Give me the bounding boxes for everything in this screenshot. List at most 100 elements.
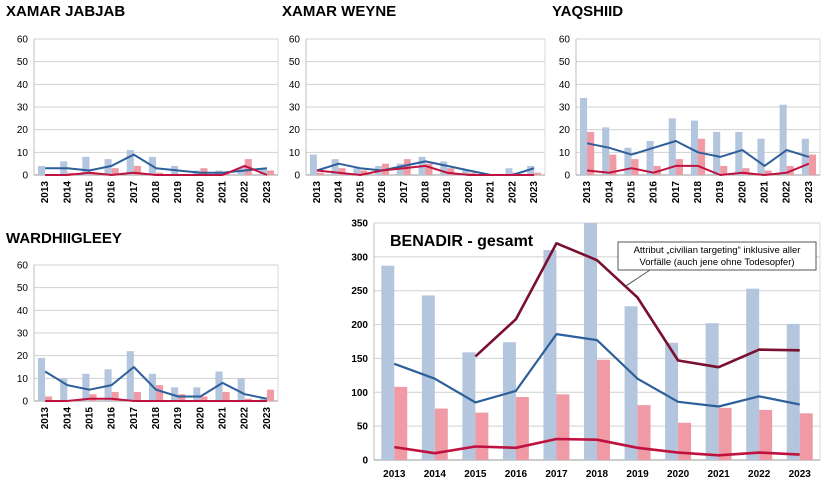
y-tick-label: 0 [564,171,570,182]
bar-blue [37,165,46,175]
bar-blue [505,168,513,175]
bar-red [156,172,164,175]
x-tick-label: 2016 [107,181,118,204]
chart-title: WARDHIIGLEEY [6,230,122,247]
bar-blue [646,141,654,175]
x-tick-label: 2023 [804,181,815,204]
series-line-line-civilian-targeting [474,242,800,369]
x-tick-label: 2022 [240,181,251,204]
y-tick-label: 50 [17,57,29,68]
bar-red [178,394,186,401]
bar-red [678,422,692,460]
y-tick-label: 350 [351,219,368,230]
x-tick-label: 2021 [708,469,731,480]
x-tick-label: 2019 [626,469,649,480]
bar-blue [82,156,90,175]
series-line-line-red [587,162,810,176]
bar-red [222,391,230,401]
x-tick-label: 2014 [62,181,73,204]
x-tick-label: 2013 [383,469,406,480]
x-tick-label: 2023 [529,181,540,204]
bar-blue [624,147,632,175]
bar-blue [735,131,743,175]
bar-blue [665,342,679,460]
bar-blue [126,351,134,401]
bar-red [447,168,455,175]
bar-red [587,131,595,175]
series-line-line-blue [586,140,810,167]
x-tick-label: 2020 [737,181,748,204]
bar-blue [624,306,638,460]
bar-red [244,398,252,401]
y-tick-label: 40 [559,80,571,91]
x-tick-label: 2013 [582,181,593,204]
bar-red [111,391,119,401]
bar-red [675,159,683,175]
y-tick-label: 60 [559,35,571,46]
annotation-text: Vorfälle (auch jene ohne Todesopfer) [639,257,794,268]
y-tick-label: 150 [351,354,368,365]
bar-blue [584,223,597,460]
bar-red [718,407,732,460]
bar-blue [82,373,90,401]
bar-red [764,170,772,175]
bar-red [808,154,817,175]
bar-blue [215,371,223,401]
bar-blue [786,323,800,460]
y-tick-label: 50 [357,422,369,433]
series-line-line-red [316,164,535,176]
chart-title: YAQSHIID [552,3,623,20]
x-tick-label: 2022 [240,407,251,430]
y-tick-label: 100 [351,388,368,399]
x-tick-label: 2014 [604,181,615,204]
bar-red [468,172,476,175]
bar-blue [602,127,610,175]
y-tick-label: 40 [289,80,301,91]
bar-blue [309,154,317,175]
x-tick-label: 2016 [377,181,388,204]
x-tick-label: 2021 [218,181,229,204]
y-tick-label: 60 [17,261,29,272]
x-tick-label: 2018 [151,181,162,204]
bar-red [515,397,529,460]
bar-blue [713,131,721,175]
chart-title: BENADIR - gesamt [390,233,534,250]
chart-panel-0: 0 10 20 30 40 50 60 2013 2014 2015 2016 2017 2018 201… [6,3,279,204]
y-tick-label: 10 [559,148,571,159]
y-tick-label: 0 [22,171,28,182]
x-tick-label: 2014 [334,181,345,204]
bar-red [394,386,408,460]
y-tick-label: 60 [289,35,301,46]
bar-red [759,409,773,460]
y-tick-label: 50 [17,283,29,294]
bar-red [425,163,433,175]
x-tick-label: 2022 [748,469,771,480]
bar-red [434,408,448,460]
y-tick-label: 10 [289,148,301,159]
x-tick-label: 2019 [173,181,184,204]
bar-red [266,389,275,401]
y-tick-label: 20 [17,351,29,362]
bar-red [698,138,706,175]
bar-red [556,394,570,460]
annotation-text: Attribut „civilian targeting“ inklusive … [634,245,801,256]
bar-blue [259,168,267,175]
bar-blue [331,159,339,175]
bar-red [360,170,368,175]
bar-blue [171,387,179,401]
bar-blue [543,250,557,460]
bar-blue [801,138,809,175]
bar-blue [462,352,476,460]
x-tick-label: 2016 [505,469,528,480]
x-tick-label: 2021 [218,407,229,430]
y-tick-label: 30 [17,329,29,340]
x-tick-label: 2018 [586,469,609,480]
x-tick-label: 2023 [262,407,273,430]
y-tick-label: 200 [351,320,368,331]
bar-blue [237,378,245,401]
bar-red [133,391,141,401]
x-tick-label: 2017 [129,407,140,430]
x-tick-label: 2017 [399,181,410,204]
x-tick-label: 2020 [667,469,690,480]
bar-red [89,394,97,401]
